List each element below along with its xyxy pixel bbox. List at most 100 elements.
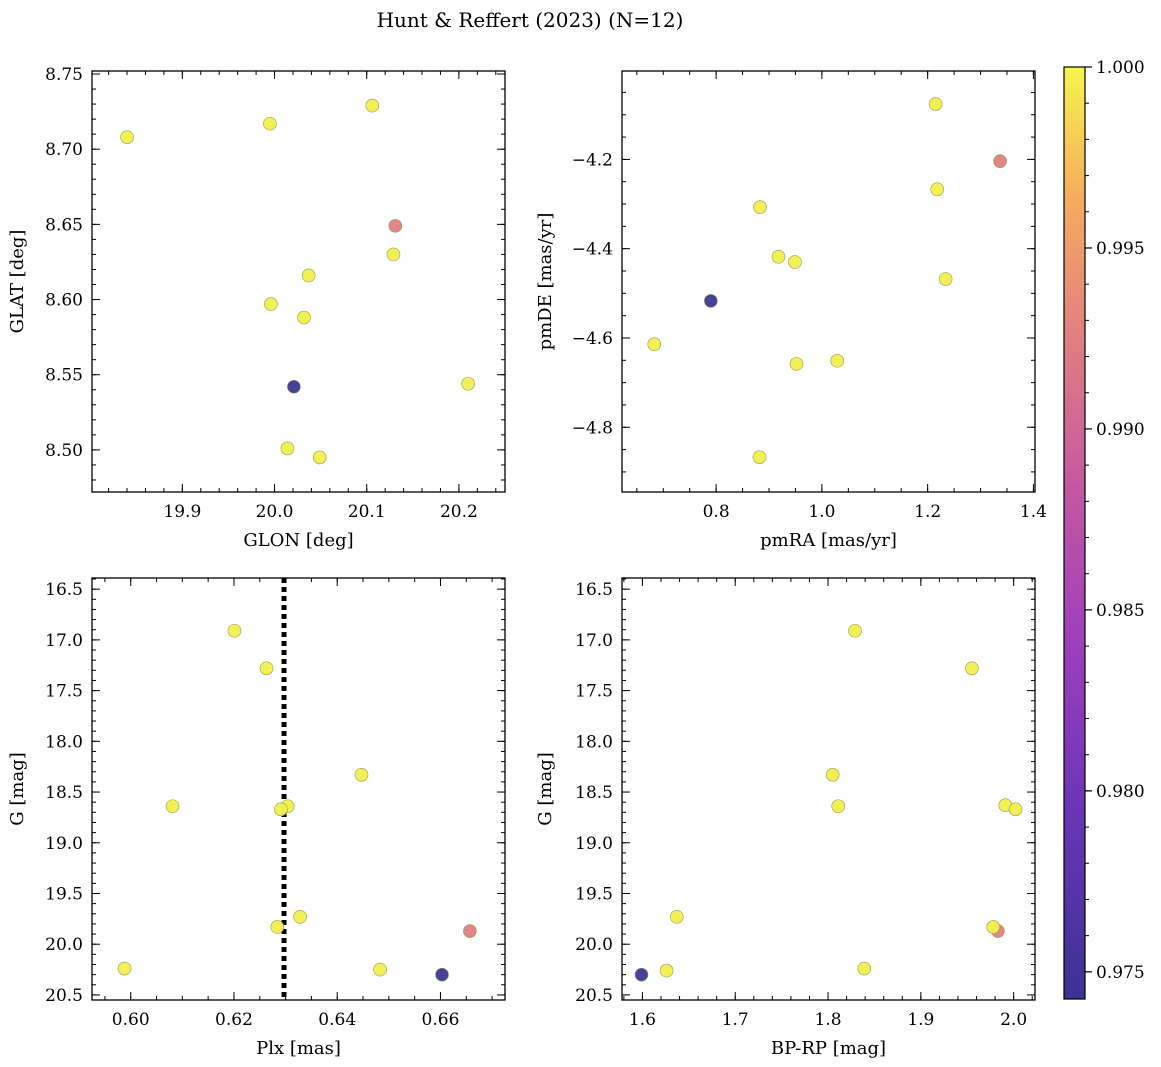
y-tick-label: −4.4 [572,240,613,260]
panel-pmra-pmde: 0.8 1.0 1.2 1.4 −4.8 −4.6 −4.4 −4.2 pmRA [mas/yr… [535,70,1047,551]
y-tick-label: 8.60 [45,291,83,311]
scatter-points [634,623,1023,982]
figure-title: Hunt & Reffert (2023) (N=12) [377,8,684,32]
y-tick-label: 16.5 [45,580,83,600]
y-tick-label: 17.5 [45,682,83,702]
data-point [831,799,846,814]
data-point [117,961,132,976]
data-point [301,268,316,283]
data-point [227,623,242,638]
y-tick-label: 8.75 [45,65,83,85]
data-point [435,967,449,982]
colorbar-tick-label: 0.985 [1096,601,1145,621]
x-tick-label: 20.0 [256,502,294,522]
y-tick-label: 20.0 [575,935,613,955]
y-axis-label: G [mag] [7,752,28,825]
colorbar-tick-label: 1.000 [1096,58,1145,78]
colorbar-tick-label: 0.975 [1096,963,1145,983]
y-tick-label: 18.0 [45,732,83,752]
y-tick-label: 17.0 [575,631,613,651]
data-point [293,910,307,924]
scatter-points [120,98,475,465]
x-tick-label: 1.2 [914,502,941,522]
y-axis-label: pmDE [mas/yr] [535,213,556,351]
panel-glon-glat: 19.9 20.0 20.1 20.2 8.50 8.55 8.60 8.65 8.70 8.75… [7,65,506,551]
data-point [354,767,369,782]
data-point [928,97,943,111]
data-point [1008,802,1023,817]
plot-frame [621,70,1036,493]
data-point [965,661,979,676]
x-tick-label: 0.60 [112,1010,150,1030]
axis-ticks [622,71,1035,492]
x-tick-label: 1.8 [815,1010,842,1030]
data-point [647,337,662,352]
data-point [280,441,295,456]
x-tick-label: 1.9 [907,1010,934,1030]
y-tick-label: −4.8 [572,418,613,438]
scatter-points [117,623,477,982]
data-point [386,247,401,262]
data-point [373,962,387,977]
y-tick-label: 17.0 [45,631,83,651]
y-tick-label: 8.55 [45,366,83,386]
data-point [993,154,1007,168]
colorbar: 0.975 0.980 0.985 0.990 0.995 1.000 [1063,58,1145,1000]
x-tick-label: 1.6 [629,1010,656,1030]
data-point [788,255,802,269]
x-tick-label: 2.0 [1000,1010,1027,1030]
data-point [263,116,277,131]
data-point [752,450,767,464]
x-axis-label: pmRA [mas/yr] [760,530,897,551]
data-point [274,802,288,817]
scatter-points [647,97,1007,464]
y-tick-label: −4.6 [572,329,613,349]
panel-bprp-g: 1.6 1.7 1.8 1.9 2.0 16.5 17.0 17.5 18.0 18.5 19.0 1… [535,577,1036,1059]
data-point [669,910,684,924]
y-tick-label: 18.5 [45,783,83,803]
y-tick-label: 8.50 [45,441,83,461]
x-tick-label: 0.8 [703,502,730,522]
data-point [461,376,475,391]
x-tick-label: 1.4 [1020,502,1047,522]
y-tick-label: 18.5 [575,783,613,803]
y-tick-label: 19.0 [575,834,613,854]
data-point [986,920,1001,934]
data-point [771,249,786,264]
panel-plx-g: 0.60 0.62 0.64 0.66 16.5 17.0 17.5 18.0 18.5 19.0… [7,577,506,1059]
plot-frame [91,70,506,493]
y-tick-label: 17.5 [575,682,613,702]
data-point [165,799,180,814]
data-point [270,920,285,934]
data-point [388,219,403,233]
y-tick-label: 20.5 [45,986,83,1006]
data-point [287,379,301,394]
data-point [259,661,274,676]
x-axis-label: Plx [mas] [256,1038,341,1059]
data-point [857,961,872,976]
data-point [848,623,862,638]
x-tick-label: 1.0 [808,502,835,522]
data-point [312,450,327,465]
data-point [789,357,804,371]
y-axis-label: G [mag] [535,752,556,825]
y-tick-label: 20.0 [45,935,83,955]
y-tick-label: 18.0 [575,732,613,752]
plot-frame [621,577,1036,1001]
colorbar-tick-label: 0.995 [1096,239,1145,259]
x-tick-label: 1.7 [722,1010,749,1030]
data-point [825,767,840,782]
y-tick-label: −4.2 [572,150,613,170]
x-tick-label: 20.2 [440,502,478,522]
data-point [463,924,477,938]
data-point [365,98,380,113]
y-tick-label: 8.65 [45,215,83,235]
data-point [704,294,718,308]
data-point [753,200,767,214]
data-point [634,967,649,982]
x-axis-label: BP-RP [mag] [771,1038,886,1059]
data-point [297,310,311,325]
colorbar-gradient [1063,66,1086,1000]
x-axis-label: GLON [deg] [243,530,353,551]
